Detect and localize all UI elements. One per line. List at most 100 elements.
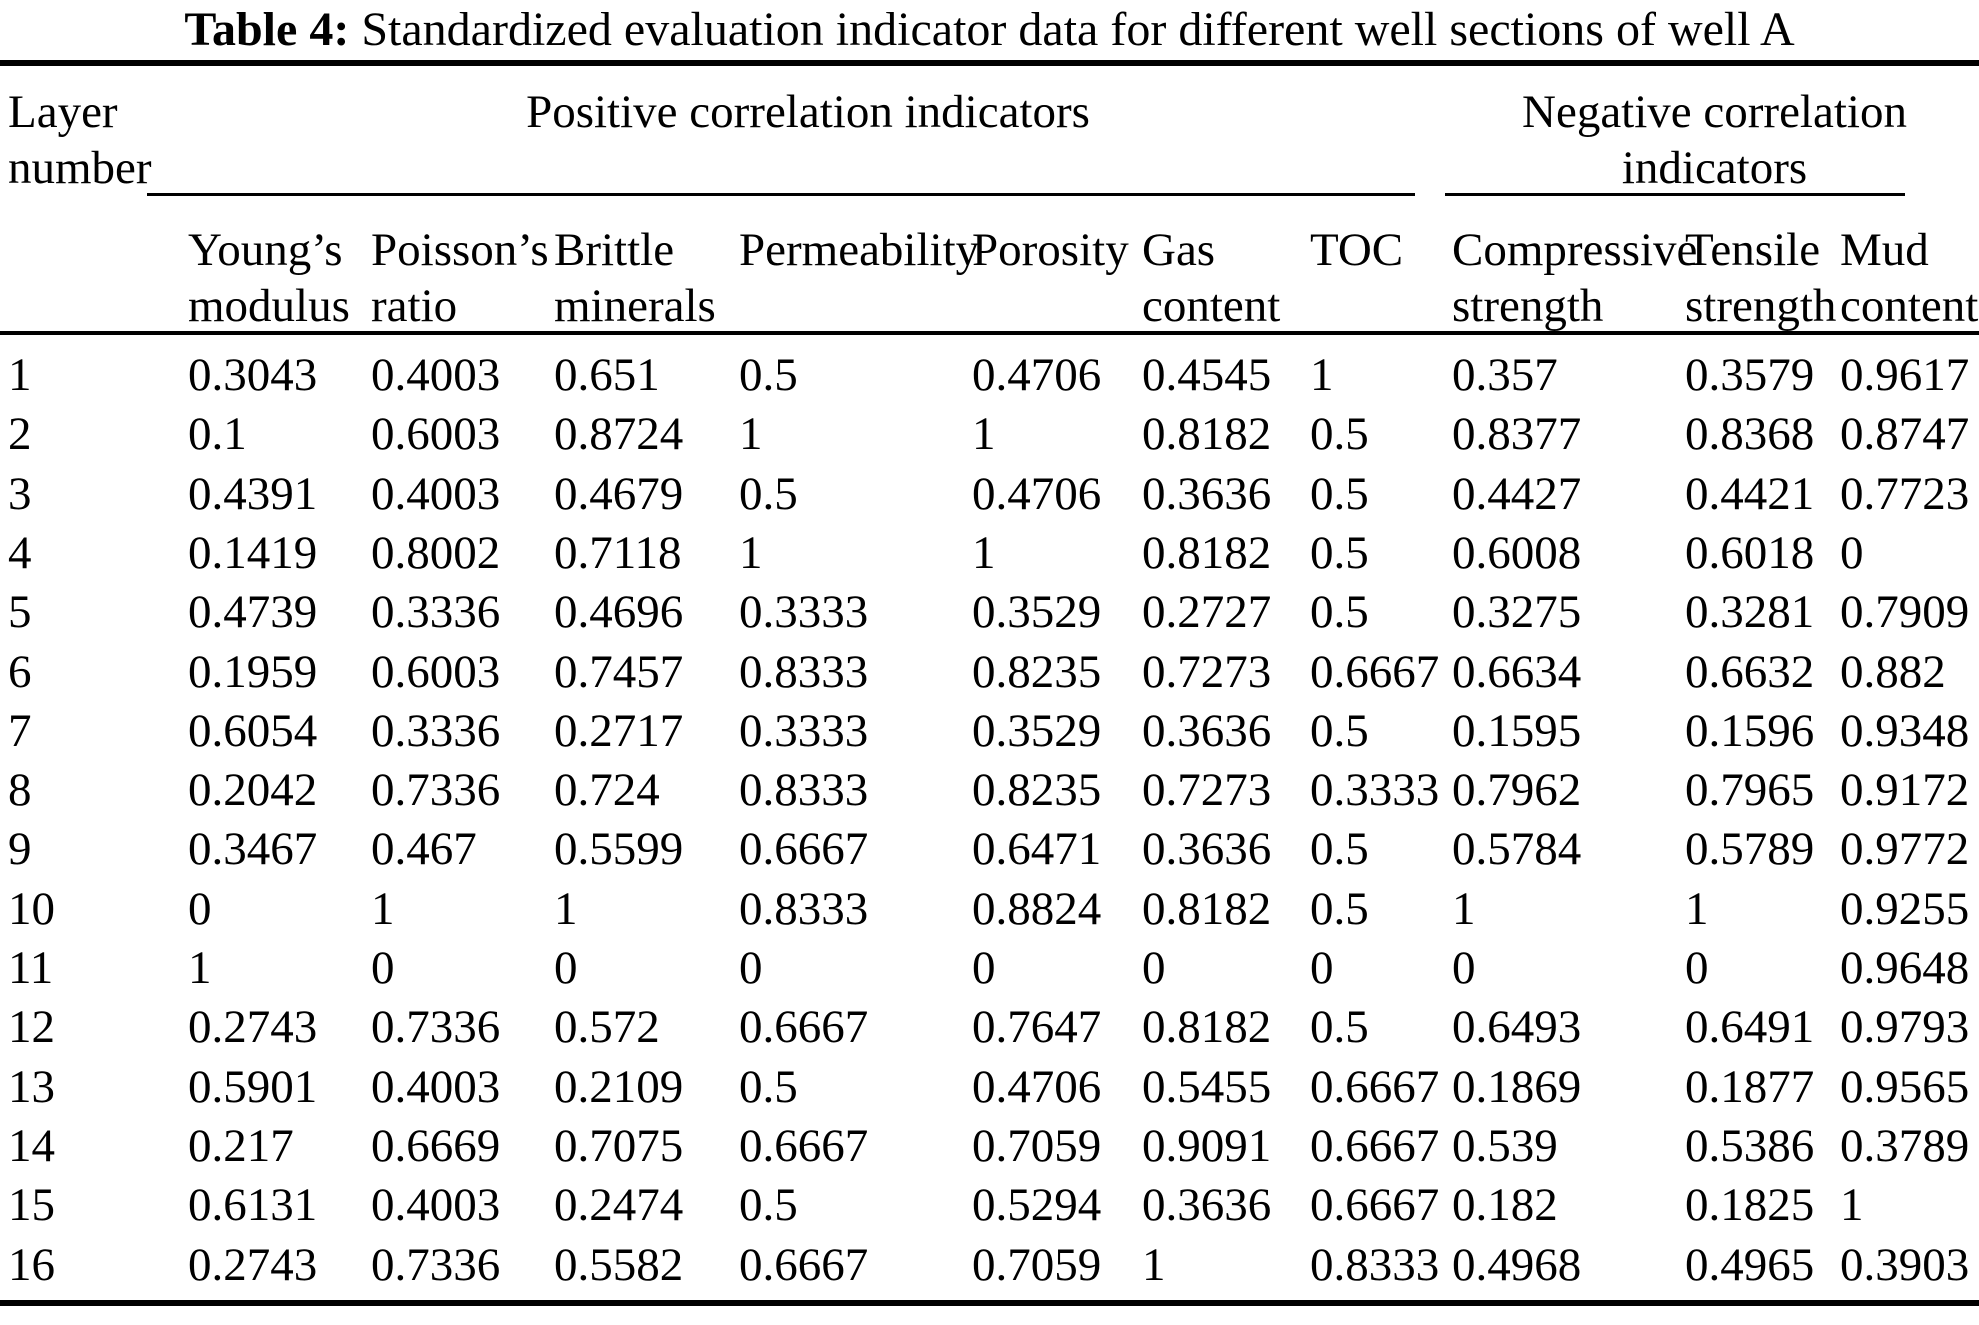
value-cell: 0.6003 [371, 645, 501, 698]
table-row: 3 0.4391 0.4003 0.4679 0.5 0.4706 0.3636 0.5 0.4… [0, 465, 1979, 524]
value-cell: 0.5 [1310, 882, 1369, 935]
value-cell: 0.8333 [1310, 1238, 1440, 1291]
value-cell: 0.3636 [1142, 467, 1272, 520]
value-cell: 0.7075 [554, 1119, 684, 1172]
value-cell: 0.4545 [1142, 349, 1272, 401]
layer-number-cell: 4 [8, 526, 32, 579]
col-header-line2: content [1840, 280, 1979, 332]
col-header-line1: Mud [1840, 224, 1929, 276]
value-cell: 0.7059 [972, 1238, 1102, 1291]
layer-number-cell: 11 [8, 942, 54, 994]
value-cell: 0.3636 [1142, 704, 1272, 757]
value-cell: 1 [972, 526, 996, 579]
value-cell: 0.2743 [188, 1001, 318, 1054]
layer-number-cell: 14 [8, 1119, 55, 1172]
value-cell: 0.5 [739, 1060, 798, 1113]
value-cell: 1 [1310, 349, 1334, 401]
value-cell: 0.1419 [188, 526, 318, 579]
value-cell: 1 [371, 882, 395, 935]
value-cell: 0.3281 [1685, 586, 1815, 639]
value-cell: 0.6667 [739, 1001, 869, 1054]
value-cell: 0.217 [188, 1119, 294, 1172]
table-row: 7 0.6054 0.3336 0.2717 0.3333 0.3529 0.3636 0.5… [0, 702, 1979, 761]
col-header-line1: Compressive [1452, 224, 1698, 276]
value-cell: 0.5 [739, 467, 798, 520]
col-header-gas-content: Gas content [1142, 222, 1280, 334]
positive-group-label: Positive correlation indicators [526, 86, 1090, 138]
table-row: 11 1 0 0 0 0 0 0 0 0 0.9648 [0, 939, 1979, 998]
value-cell: 1 [1840, 1179, 1864, 1232]
col-header-line1: Brittle [554, 224, 675, 276]
value-cell: 0.9172 [1840, 764, 1970, 817]
value-cell: 1 [1452, 882, 1476, 935]
layer-header-line1: Layer [8, 86, 118, 138]
value-cell: 0.7273 [1142, 645, 1272, 698]
table-caption: Table 4: Standardized evaluation indicat… [0, 2, 1979, 57]
layer-number-cell: 7 [8, 704, 32, 757]
value-cell: 0.467 [371, 823, 477, 876]
value-cell: 0.724 [554, 764, 660, 817]
col-header-line1: Poisson’s [371, 224, 549, 276]
value-cell: 0 [1685, 942, 1709, 994]
value-cell: 0.539 [1452, 1119, 1558, 1172]
value-cell: 0.6632 [1685, 645, 1815, 698]
value-cell: 0.4706 [972, 1060, 1102, 1113]
value-cell: 0.1959 [188, 645, 318, 698]
value-cell: 0.4706 [972, 467, 1102, 520]
value-cell: 0.1595 [1452, 704, 1582, 757]
value-cell: 0.6008 [1452, 526, 1582, 579]
value-cell: 0.1869 [1452, 1060, 1582, 1113]
value-cell: 1 [1685, 882, 1709, 935]
col-header-line2: ratio [371, 280, 458, 332]
value-cell: 0.4739 [188, 586, 318, 639]
col-header-line1: TOC [1310, 224, 1404, 276]
value-cell: 0.7059 [972, 1119, 1102, 1172]
table-row: 4 0.1419 0.8002 0.7118 1 1 0.8182 0.5 0.6008 0.60… [0, 524, 1979, 583]
value-cell: 0.5599 [554, 823, 684, 876]
value-cell: 0 [1142, 942, 1166, 994]
value-cell: 0.7273 [1142, 764, 1272, 817]
value-cell: 0.8824 [972, 882, 1102, 935]
value-cell: 0.4427 [1452, 467, 1582, 520]
value-cell: 0.8368 [1685, 408, 1815, 461]
table-row: 16 0.2743 0.7336 0.5582 0.6667 0.7059 1 0.8333 0… [0, 1236, 1979, 1295]
value-cell: 0.3467 [188, 823, 318, 876]
value-cell: 0.5294 [972, 1179, 1102, 1232]
layer-number-cell: 13 [8, 1060, 55, 1113]
value-cell: 0 [371, 942, 395, 994]
value-cell: 0.3529 [972, 704, 1102, 757]
col-header-tensile-strength: Tensile strength [1685, 222, 1836, 334]
layer-number-cell: 8 [8, 764, 32, 817]
col-header-line2: strength [1685, 280, 1837, 332]
col-header-line2: content [1142, 280, 1281, 332]
value-cell: 0.8333 [739, 645, 869, 698]
value-cell: 0.8333 [739, 882, 869, 935]
value-cell: 0.3333 [1310, 764, 1440, 817]
caption-label: Table 4: [184, 3, 350, 56]
value-cell: 0.2717 [554, 704, 684, 757]
value-cell: 0.2474 [554, 1179, 684, 1232]
value-cell: 0.4003 [371, 349, 501, 401]
value-cell: 0.3275 [1452, 586, 1582, 639]
value-cell: 0 [972, 942, 996, 994]
value-cell: 0 [1840, 526, 1864, 579]
value-cell: 0.1596 [1685, 704, 1815, 757]
value-cell: 0.9772 [1840, 823, 1970, 876]
layer-number-cell: 6 [8, 645, 32, 698]
value-cell: 0.1877 [1685, 1060, 1815, 1113]
table-row: 15 0.6131 0.4003 0.2474 0.5 0.5294 0.3636 0.666… [0, 1176, 1979, 1235]
value-cell: 0.7909 [1840, 586, 1970, 639]
value-cell: 0.4391 [188, 467, 318, 520]
value-cell: 0.882 [1840, 645, 1946, 698]
value-cell: 0.5 [1310, 704, 1369, 757]
value-cell: 0.8333 [739, 764, 869, 817]
col-header-line2: minerals [554, 280, 716, 332]
value-cell: 0.3336 [371, 704, 501, 757]
value-cell: 0.2109 [554, 1060, 684, 1113]
col-header-line1: Permeability [739, 224, 980, 276]
col-header-toc: TOC [1310, 222, 1403, 278]
top-rule [0, 60, 1979, 66]
value-cell: 0.8747 [1840, 408, 1970, 461]
value-cell: 0.4965 [1685, 1238, 1815, 1291]
value-cell: 1 [554, 882, 578, 935]
